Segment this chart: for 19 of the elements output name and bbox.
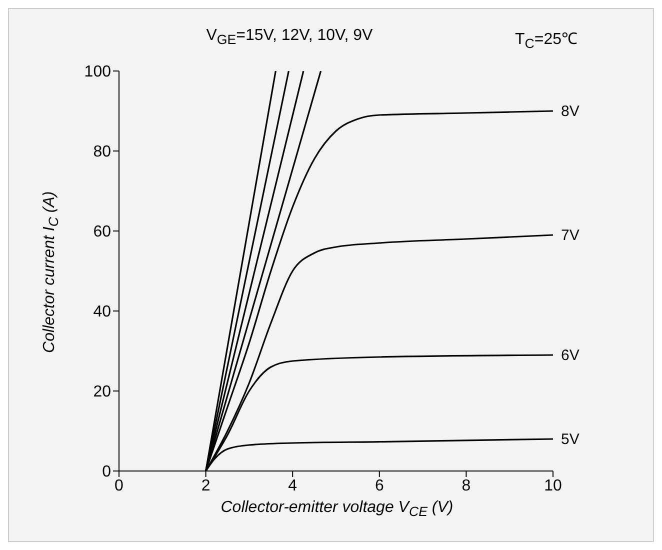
x-axis-title: Collector-emitter voltage V$_{CE}$ (V) (220, 499, 454, 520)
y-tick-label: 80 (93, 144, 112, 161)
series-label: 8V (561, 103, 580, 120)
x-tick-label: 0 (114, 477, 124, 494)
y-tick-label: 20 (93, 384, 112, 401)
series-label: 7V (561, 227, 580, 244)
x-tick-label: 4 (288, 477, 298, 494)
series-label: 6V (561, 347, 580, 364)
y-tick-label: 0 (102, 464, 112, 481)
y-tick-label: 60 (93, 224, 112, 241)
text: T$_{C}$=25℃ (515, 31, 578, 52)
x-tick-label: 8 (462, 477, 471, 494)
text: V$_{GE}$=15V, 12V, 10V, 9V (206, 27, 373, 48)
x-tick-label: 6 (374, 477, 384, 494)
y-tick-label: 100 (84, 64, 112, 81)
series-label: 5V (561, 431, 580, 448)
y-tick-label: 40 (93, 304, 112, 321)
x-tick-label: 10 (544, 477, 562, 494)
x-tick-label: 2 (201, 477, 210, 494)
